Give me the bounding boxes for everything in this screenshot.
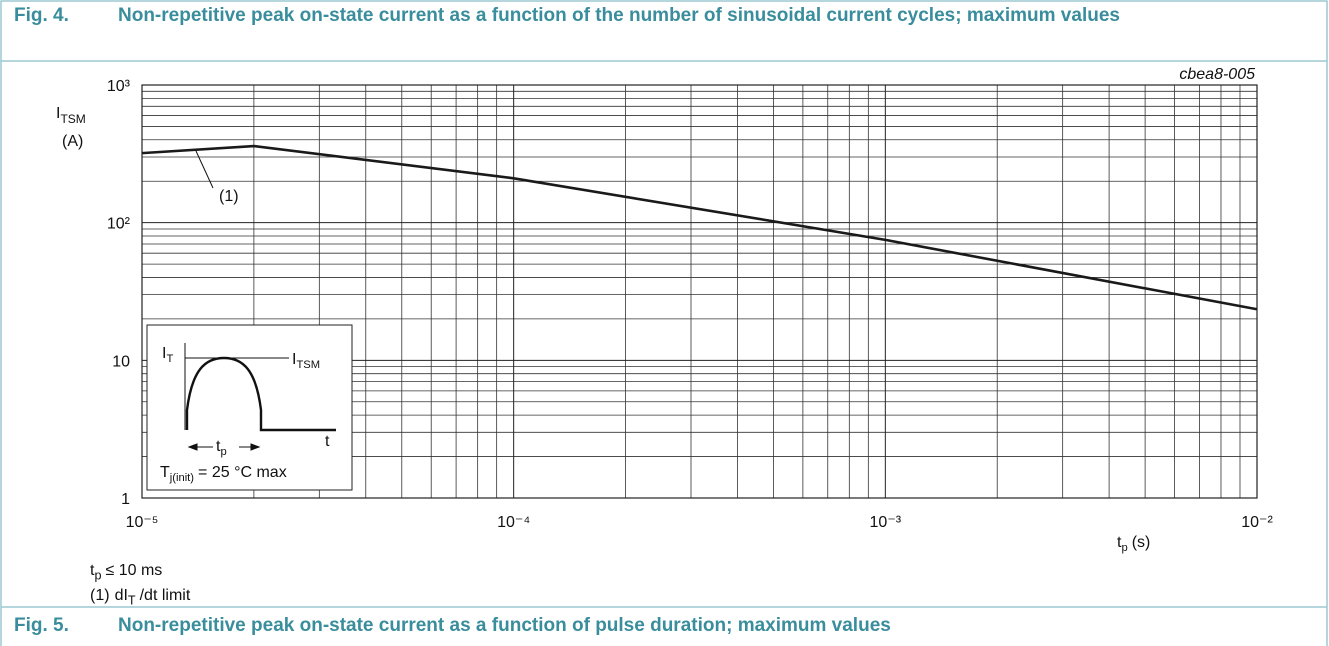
note: (1) dIT/dt limit xyxy=(90,587,191,608)
x-axis-label-sub: p xyxy=(1121,542,1127,554)
x-axis-label: tp (s) xyxy=(1117,534,1150,554)
y-tick-label: 1 xyxy=(121,491,130,508)
x-tick-label: 10⁻² xyxy=(1241,514,1273,531)
note-symbol: t xyxy=(90,562,95,579)
note-marker: (1) xyxy=(90,587,110,604)
inset-duration-symbol: t xyxy=(216,438,221,455)
y-tick-label: 10² xyxy=(107,216,131,233)
inset-pulse xyxy=(185,356,336,432)
figure-title-text: Non-repetitive peak on-state current as … xyxy=(118,615,891,636)
y-tick-label: 10³ xyxy=(107,78,131,95)
inset-peak-symbol: I xyxy=(292,351,296,368)
inset-duration-arrow xyxy=(187,443,261,451)
inset-current-sub: T xyxy=(166,353,173,365)
x-axis-label-unit: (s) xyxy=(1132,534,1151,551)
x-axis-label-symbol: t xyxy=(1117,534,1122,551)
x-tick-label: 10⁻⁴ xyxy=(497,514,530,531)
data-line xyxy=(141,144,1258,311)
figure-number: Fig. 4. xyxy=(14,5,69,26)
note-rest: ≤ 10 ms xyxy=(105,562,162,579)
note: tp ≤ 10 ms xyxy=(90,562,162,583)
inset-condition-rest: = 25 °C max xyxy=(198,464,287,481)
note-sub: p xyxy=(94,569,101,583)
inset-box xyxy=(146,324,353,491)
figure-title: Fig. 4. Non-repetitive peak on-state curr… xyxy=(14,4,1238,28)
next-figure-title: Fig. 5. Non-repetitive peak on-state curr… xyxy=(14,614,1318,638)
inset-current-symbol: I xyxy=(162,345,166,362)
note-symbol: dI xyxy=(115,587,128,604)
note-rest: /dt limit xyxy=(140,587,191,604)
inset-time: t xyxy=(325,433,330,450)
note-sub: T xyxy=(128,594,136,608)
inset-duration: tp xyxy=(216,438,227,458)
y-axis-sub: TSM xyxy=(60,112,85,126)
x-tick-label: 10⁻³ xyxy=(870,514,902,531)
inset-duration-sub: p xyxy=(220,446,226,458)
header-frame xyxy=(0,0,1328,62)
inset-condition-sub: j(init) xyxy=(169,472,195,484)
inset-condition: Tj(init) = 25 °C max xyxy=(160,464,287,484)
figure-title-text: Non-repetitive peak on-state current as … xyxy=(118,5,1120,26)
annotation-leader xyxy=(195,150,214,189)
y-axis-label: ITSM xyxy=(56,105,86,126)
y-axis-symbol: I xyxy=(56,105,60,122)
inset-condition-symbol: T xyxy=(160,464,170,481)
inset-current: IT xyxy=(162,345,173,365)
y-tick-label: 10 xyxy=(112,353,130,370)
figure-id: cbea8-005 xyxy=(1179,66,1255,83)
y-axis-unit: (A) xyxy=(62,133,83,150)
inset-peak: ITSM xyxy=(292,351,320,371)
inset-peak-sub: TSM xyxy=(296,359,320,371)
figure-number: Fig. 5. xyxy=(14,615,69,636)
annotation: (1) xyxy=(219,188,239,205)
x-tick-label: 10⁻⁵ xyxy=(126,514,159,531)
plot-frame xyxy=(141,84,1258,499)
